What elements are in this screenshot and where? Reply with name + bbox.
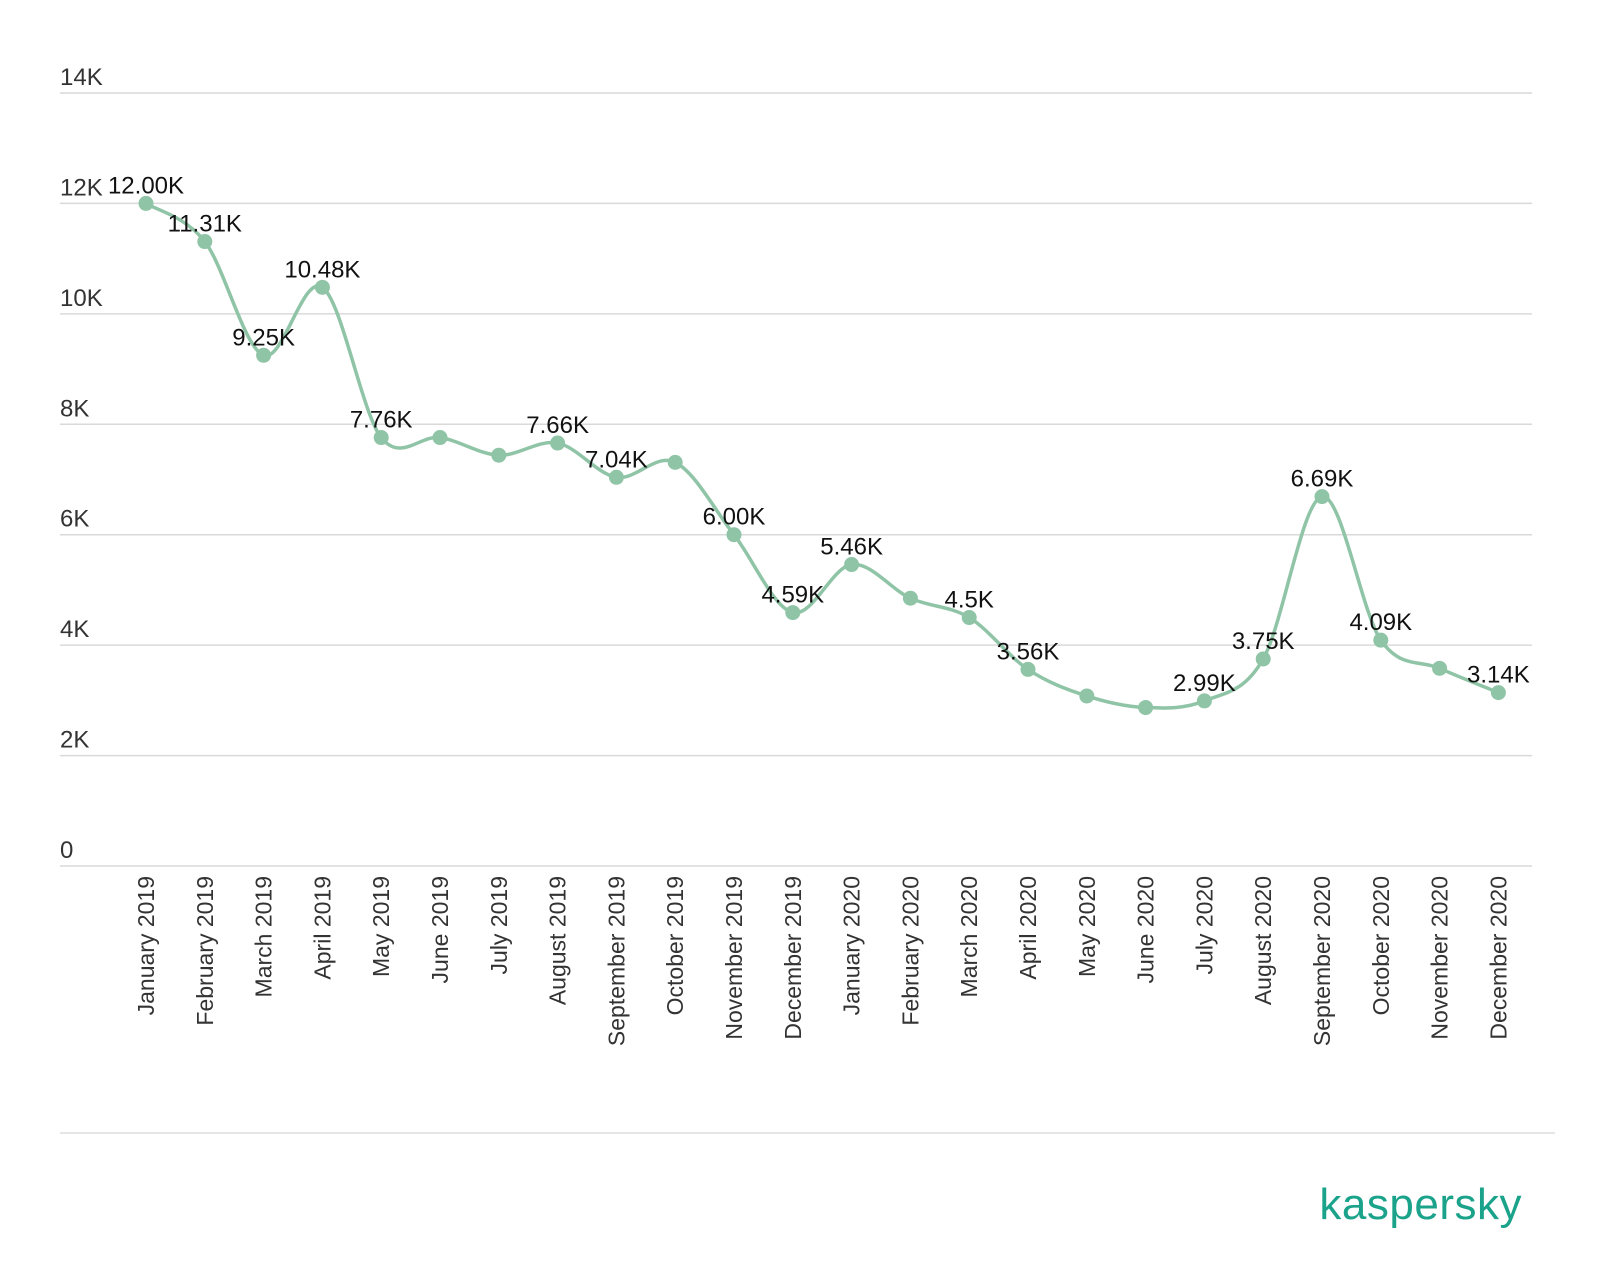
- data-label: 7.76K: [350, 407, 413, 434]
- series-line: [144, 201, 1501, 710]
- x-tick-label: February 2019: [192, 876, 218, 1026]
- x-tick-label: December 2019: [780, 876, 806, 1040]
- data-point: [491, 447, 507, 463]
- x-axis-tick-labels: January 2019 February 2019 March 2019 April…: [133, 876, 1511, 1046]
- data-label: 3.56K: [997, 638, 1060, 665]
- data-label: 9.25K: [232, 324, 295, 351]
- data-points: [138, 195, 1506, 716]
- data-point: [726, 527, 742, 543]
- x-tick-label: June 2020: [1133, 876, 1159, 983]
- data-point: [1020, 661, 1036, 677]
- data-point: [1373, 632, 1389, 648]
- y-tick-label: 4K: [60, 616, 89, 643]
- data-point: [844, 557, 860, 573]
- data-point: [1314, 489, 1330, 505]
- x-tick-label: July 2019: [486, 876, 512, 974]
- x-tick-label: November 2019: [721, 876, 747, 1040]
- data-labels: 12.00K 11.31K 9.25K 10.48K 7.76K 7.66K 7.04K 6.…: [108, 172, 1530, 696]
- y-tick-label: 0: [60, 837, 73, 864]
- data-label: 6.69K: [1291, 466, 1354, 493]
- data-point: [902, 590, 918, 606]
- data-label: 2.99K: [1173, 670, 1236, 697]
- kaspersky-logo: kaspersky: [1319, 1180, 1522, 1229]
- y-tick-label: 12K: [60, 174, 103, 201]
- data-label: 3.75K: [1232, 628, 1295, 655]
- data-point: [1138, 700, 1154, 716]
- y-tick-label: 8K: [60, 395, 89, 422]
- x-tick-label: December 2020: [1485, 876, 1511, 1040]
- x-tick-label: February 2020: [897, 876, 923, 1026]
- data-point: [314, 279, 330, 295]
- x-tick-label: September 2019: [603, 876, 629, 1046]
- data-label: 10.48K: [284, 256, 360, 283]
- data-point: [256, 347, 272, 363]
- gridlines: [60, 92, 1532, 867]
- data-label: 4.5K: [945, 587, 994, 614]
- data-point: [550, 435, 566, 451]
- x-tick-label: March 2020: [956, 876, 982, 997]
- x-tick-label: October 2020: [1368, 876, 1394, 1015]
- x-tick-label: July 2020: [1191, 876, 1217, 974]
- x-tick-label: June 2019: [427, 876, 453, 983]
- data-point: [667, 454, 683, 470]
- y-tick-label: 6K: [60, 506, 89, 533]
- x-tick-label: September 2020: [1309, 876, 1335, 1046]
- data-point: [432, 430, 448, 446]
- x-tick-label: August 2020: [1250, 876, 1276, 1005]
- x-tick-label: January 2020: [839, 876, 865, 1015]
- data-point: [197, 234, 213, 250]
- x-tick-label: August 2019: [545, 876, 571, 1005]
- data-point: [1196, 693, 1212, 709]
- data-point: [785, 605, 801, 621]
- data-label: 5.46K: [820, 534, 883, 561]
- y-tick-label: 2K: [60, 727, 89, 754]
- data-label: 7.04K: [585, 446, 648, 473]
- footer-divider: [60, 1132, 1555, 1134]
- data-point: [373, 430, 389, 446]
- data-point: [1079, 688, 1095, 704]
- data-label: 4.59K: [761, 582, 824, 609]
- data-point: [608, 469, 624, 485]
- data-label: 6.00K: [703, 504, 766, 531]
- x-tick-label: March 2019: [251, 876, 277, 997]
- data-point: [961, 610, 977, 626]
- data-point: [1255, 651, 1271, 667]
- data-label: 12.00K: [108, 172, 184, 199]
- data-label: 11.31K: [168, 211, 242, 238]
- x-tick-label: April 2019: [309, 876, 335, 980]
- data-label: 7.66K: [526, 412, 589, 439]
- x-tick-label: May 2020: [1074, 876, 1100, 977]
- x-tick-label: May 2019: [368, 876, 394, 977]
- x-tick-label: October 2019: [662, 876, 688, 1015]
- x-tick-label: January 2019: [133, 876, 159, 1015]
- data-point: [1432, 660, 1448, 676]
- x-tick-label: April 2020: [1015, 876, 1041, 980]
- y-tick-label: 14K: [60, 64, 103, 91]
- y-axis-tick-labels: 0 2K 4K 6K 8K 10K 12K 14K: [60, 64, 103, 864]
- data-point: [138, 195, 154, 211]
- x-tick-label: November 2020: [1427, 876, 1453, 1040]
- data-label: 3.14K: [1467, 662, 1530, 689]
- data-point: [1490, 685, 1506, 701]
- y-tick-label: 10K: [60, 285, 103, 312]
- data-label: 4.09K: [1349, 609, 1412, 636]
